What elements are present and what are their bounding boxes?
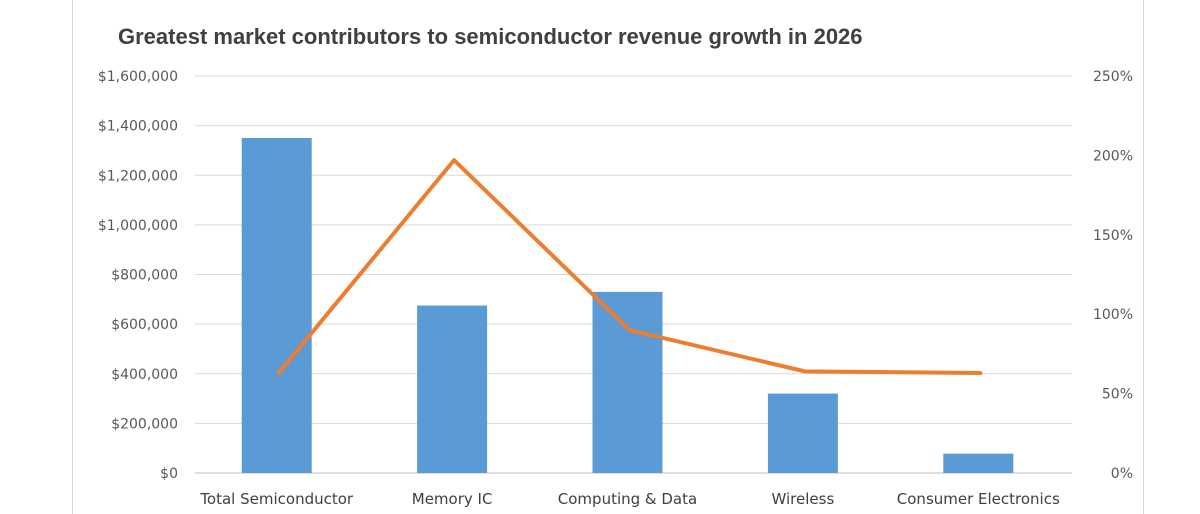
right-tick-label: 100%	[1093, 307, 1133, 323]
category-label: Wireless	[772, 490, 835, 508]
right-tick-label: 0%	[1111, 466, 1133, 482]
chart-title: Greatest market contributors to semicond…	[118, 24, 863, 49]
category-labels: Total Semiconductor Memory IC Computing & …	[199, 490, 1060, 508]
category-label: Total Semiconductor	[199, 490, 354, 508]
right-tick-label: 200%	[1093, 148, 1133, 164]
left-tick-label: $1,000,000	[98, 218, 178, 234]
bar-series	[241, 138, 1014, 473]
category-label: Computing & Data	[558, 490, 697, 508]
left-tick-label: $200,000	[111, 416, 178, 432]
left-tick-label: $1,200,000	[98, 168, 178, 184]
right-tick-label: 250%	[1093, 69, 1133, 85]
left-tick-label: $1,600,000	[98, 69, 178, 85]
right-tick-label: 150%	[1093, 228, 1133, 244]
bar	[767, 393, 838, 473]
left-tick-label: $600,000	[111, 317, 178, 333]
category-label: Memory IC	[412, 490, 493, 508]
left-tick-label: $800,000	[111, 268, 178, 284]
left-tick-label: $1,400,000	[98, 119, 178, 135]
left-tick-label: $0	[160, 466, 178, 482]
category-label: Consumer Electronics	[897, 490, 1060, 508]
left-tick-label: $400,000	[111, 367, 178, 383]
bar	[241, 138, 312, 473]
right-tick-label: 50%	[1102, 387, 1133, 403]
bar	[592, 291, 663, 473]
right-axis-ticks: 0% 50% 100% 150% 200% 250%	[1093, 69, 1133, 482]
bar	[417, 305, 488, 473]
left-axis-ticks: $0 $200,000 $400,000 $600,000 $800,000 $1,000…	[98, 69, 178, 482]
line-series	[276, 158, 983, 375]
bar	[943, 453, 1014, 473]
